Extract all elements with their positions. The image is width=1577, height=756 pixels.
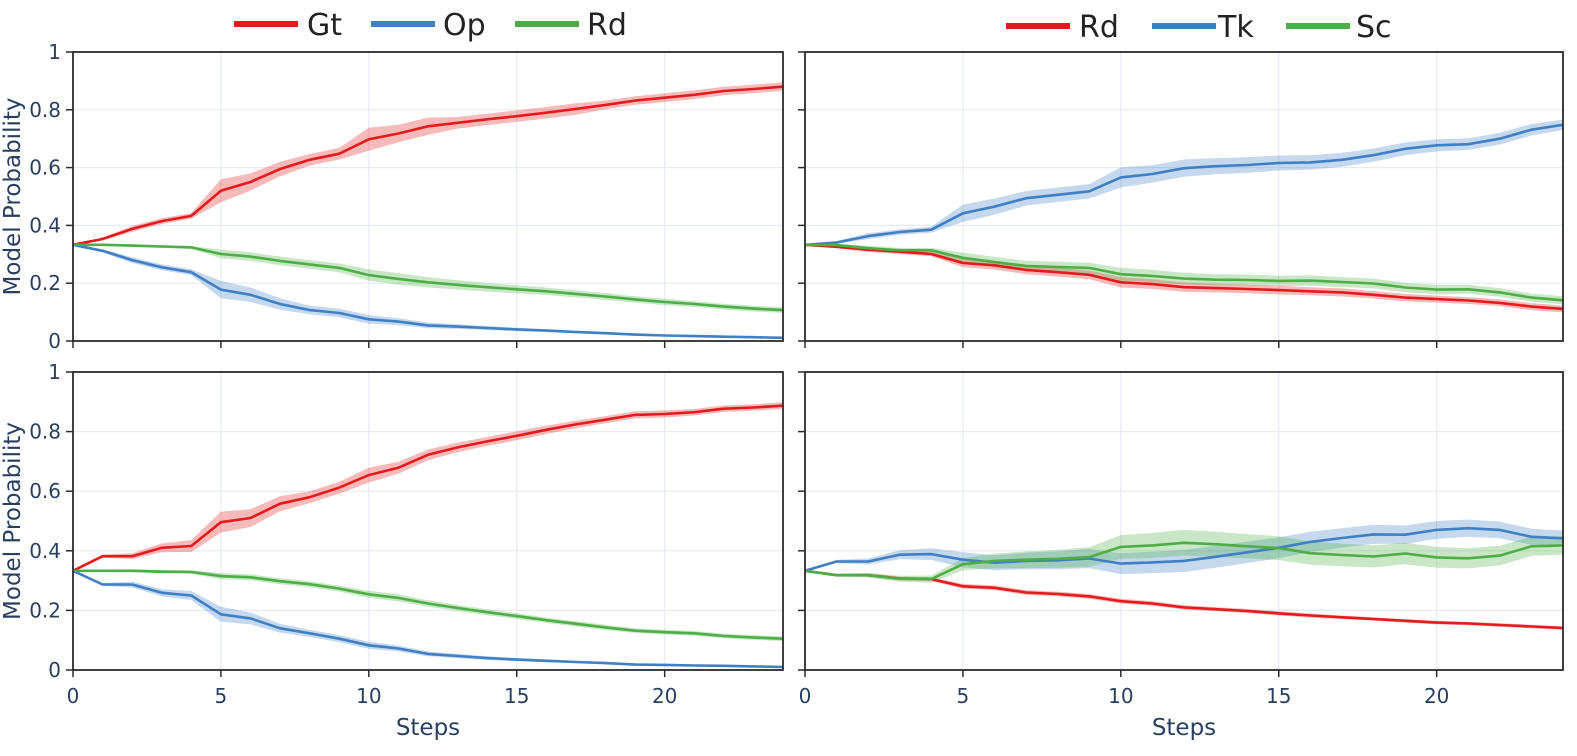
series-band-rd [73, 569, 783, 642]
panel-top-left: 0 0.2 0.4 0.6 0.8 1 Model Probability [0, 40, 784, 353]
y-tick-label: 0.4 [29, 539, 61, 563]
y-tick-label: 0.6 [29, 156, 61, 180]
panel-frame [804, 51, 1564, 342]
legend-label-gt: Gt [307, 8, 342, 43]
y-tick-label: 0.8 [29, 98, 61, 122]
x-tick-label: 15 [1266, 684, 1291, 708]
y-axis-title: Model Probability [0, 98, 26, 296]
x-tick-label: 5 [957, 684, 970, 708]
series-band-rd [805, 570, 1563, 630]
panel-frame [72, 51, 784, 342]
y-tick-label: 0.4 [29, 213, 61, 237]
series-line-rd [73, 569, 784, 640]
y-tick-label: 1 [48, 40, 61, 64]
y-tick-label: 0 [48, 329, 61, 353]
x-tick-label: 5 [215, 684, 228, 708]
series-line-sc [804, 541, 1564, 581]
x-tick-label: 15 [504, 684, 529, 708]
y-tick-label: 0.8 [29, 420, 61, 444]
series-line-sc [804, 243, 1564, 302]
legend-label-sc: Sc [1356, 10, 1392, 45]
series-line-op [72, 569, 784, 669]
y-tick-label: 0 [48, 658, 61, 682]
x-tick-label: 10 [356, 684, 381, 708]
legend-label-op: Op [443, 8, 486, 43]
series-line-rd [73, 243, 784, 312]
x-tick-label: 0 [799, 684, 812, 708]
legend-left: Gt Op Rd [234, 8, 627, 43]
x-tick-label: 20 [1424, 684, 1449, 708]
y-tick-label: 0.6 [29, 479, 61, 503]
series-line-tk [804, 123, 1564, 247]
y-axis-title: Model Probability [0, 422, 26, 620]
panel-frame [72, 371, 784, 671]
panel-top-right [798, 51, 1564, 348]
series-band-sc [805, 243, 1563, 305]
x-tick-label: 10 [1108, 684, 1133, 708]
series-line-op [72, 243, 784, 340]
series-band-tk [805, 119, 1563, 245]
series-band-gt [73, 82, 783, 245]
y-tick-label: 1 [48, 360, 61, 384]
series-band-op [73, 244, 783, 339]
x-tick-label: 20 [652, 684, 677, 708]
panel-frame [804, 371, 1564, 671]
legend-label-rd: Rd [587, 8, 627, 43]
y-tick-label: 0.2 [29, 271, 61, 295]
series-line-tk [804, 526, 1564, 573]
legend-right: Rd Tk Sc [1006, 10, 1392, 45]
series-line-gt [72, 85, 784, 247]
x-tick-label: 0 [67, 684, 80, 708]
series-line-gt [72, 404, 784, 572]
y-tick-label: 0.2 [29, 598, 61, 622]
panel-bottom-right: 0 5 10 15 20 Steps [798, 371, 1564, 741]
x-axis-title: Steps [396, 715, 460, 741]
series-line-rd [804, 243, 1564, 311]
x-axis-title: Steps [1152, 715, 1216, 741]
legend-label-tk: Tk [1217, 10, 1254, 45]
legend-label-rd: Rd [1079, 10, 1119, 45]
